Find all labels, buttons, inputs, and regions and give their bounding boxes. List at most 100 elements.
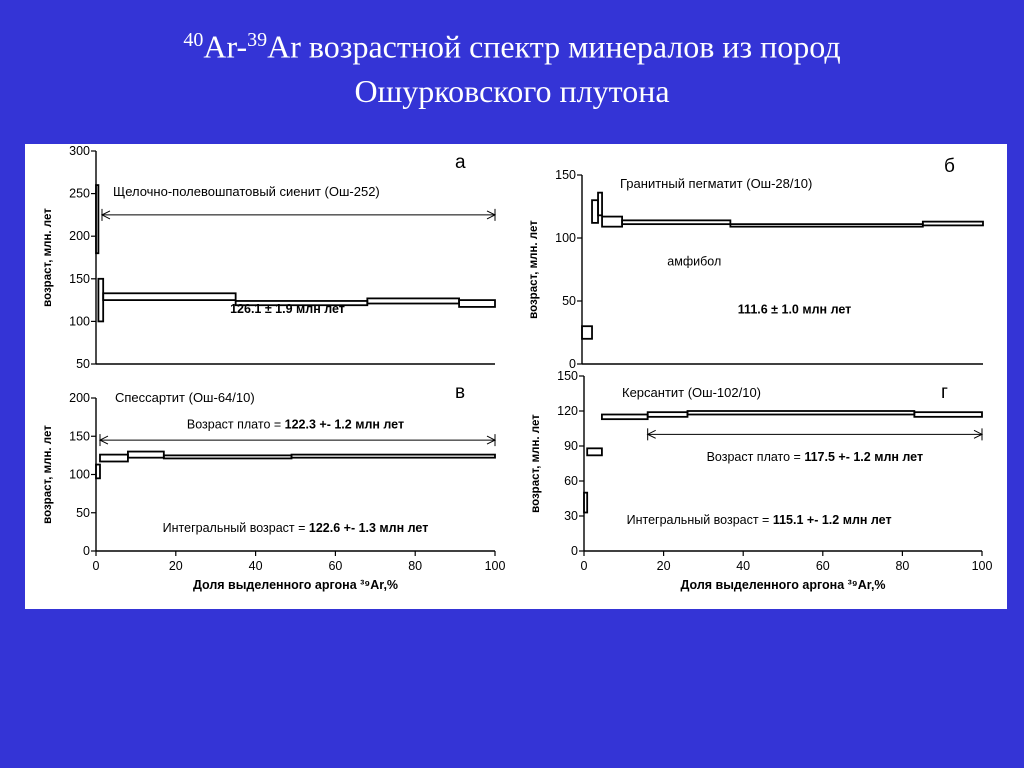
x-tick-label: 60 xyxy=(816,559,830,573)
annotation-value: 115.1 +- 1.2 млн лет xyxy=(773,513,892,527)
annotation-value: 122.6 +- 1.3 млн лет xyxy=(309,521,428,535)
sample-label: Гранитный пегматит (Ош-28/10) xyxy=(620,176,812,191)
age-step xyxy=(162,454,293,460)
annotation-label: Возраст плато = xyxy=(187,418,285,432)
y-axis-label: возраст, млн. лет xyxy=(528,220,540,319)
y-tick-label: 60 xyxy=(564,474,578,488)
age-annotation: амфибол xyxy=(667,255,721,269)
annotation-value: 122.3 +- 1.2 млн лет xyxy=(285,418,404,432)
y-tick-label: 100 xyxy=(69,468,90,482)
sample-label: Спессартит (Ош-64/10) xyxy=(115,390,255,405)
plateau-arrow xyxy=(646,428,984,441)
age-step xyxy=(458,299,496,308)
age-step xyxy=(127,450,165,459)
age-annotation: Возраст плато = 117.5 +- 1.2 млн лет xyxy=(707,450,924,464)
sample-label: Керсантит (Ош-102/10) xyxy=(622,385,761,400)
chart-v: 200 150 100 50 00 20 40 60 80 100 возраст, млн. ле… xyxy=(42,382,505,592)
x-tick-label: 80 xyxy=(895,559,909,573)
y-tick-label: 300 xyxy=(69,144,90,158)
age-step xyxy=(586,447,603,457)
y-tick-label: 30 xyxy=(564,509,578,523)
x-tick-label: 0 xyxy=(581,559,588,573)
age-step xyxy=(729,223,924,228)
age-step xyxy=(913,411,983,418)
sample-label: Щелочно-полевошпатовый сиенит (Ош-252) xyxy=(113,184,380,199)
age-step xyxy=(601,413,649,421)
slide-title: 40Ar-39Ar возрастной спектр минералов из… xyxy=(0,18,1024,113)
age-annotation: Интегральный возраст = 122.6 +- 1.3 млн … xyxy=(163,521,429,535)
x-tick-label: 0 xyxy=(93,559,100,573)
y-axis-label: возраст, млн. лет xyxy=(530,414,542,513)
title-line1-rest: возрастной спектр минералов из пород xyxy=(300,28,841,65)
annotation-label: амфибол xyxy=(667,255,721,269)
age-step xyxy=(583,491,589,514)
age-step xyxy=(102,292,237,301)
y-tick-label: 150 xyxy=(557,369,578,383)
title-line-1: 40Ar-39Ar возрастной спектр минералов из… xyxy=(0,18,1024,69)
panel-letter: г xyxy=(941,382,948,403)
x-tick-label: 40 xyxy=(249,559,263,573)
chart-g: 150 120 90 60 30 00 20 40 60 80 100 возраст, млн. л… xyxy=(530,369,992,592)
y-tick-label: 0 xyxy=(569,357,576,371)
y-tick-label: 50 xyxy=(76,506,90,520)
age-step xyxy=(95,184,100,255)
annotation-value: 117.5 +- 1.2 млн лет xyxy=(804,450,923,464)
annotation-value: 111.6 ± 1.0 млн лет xyxy=(738,303,851,317)
x-tick-label: 100 xyxy=(485,559,506,573)
age-step xyxy=(646,411,689,418)
y-tick-label: 0 xyxy=(83,544,90,558)
y-tick-label: 200 xyxy=(69,391,90,405)
y-tick-label: 150 xyxy=(555,168,576,182)
age-annotation: 126.1 ± 1.9 млн лет xyxy=(230,302,345,316)
age-step xyxy=(921,220,984,227)
x-tick-label: 60 xyxy=(328,559,342,573)
age-step xyxy=(621,219,732,226)
panel-letter: б xyxy=(944,156,955,177)
y-tick-label: 150 xyxy=(69,429,90,443)
plateau-arrow xyxy=(98,434,497,447)
y-tick-label: 50 xyxy=(76,357,90,371)
x-tick-label: 80 xyxy=(408,559,422,573)
age-step xyxy=(597,191,603,217)
age-step xyxy=(99,453,129,463)
x-axis-label: Доля выделенного аргона ³⁹Ar,% xyxy=(680,578,885,592)
y-tick-label: 90 xyxy=(564,439,578,453)
age-step xyxy=(601,215,623,228)
plateau-arrow xyxy=(100,208,497,221)
y-tick-label: 50 xyxy=(562,294,576,308)
annotation-value: 126.1 ± 1.9 млн лет xyxy=(230,302,345,316)
y-tick-label: 150 xyxy=(69,272,90,286)
y-axis-label: возраст, млн. лет xyxy=(42,425,54,524)
age-annotation: Интегральный возраст = 115.1 +- 1.2 млн … xyxy=(627,513,892,527)
age-step xyxy=(591,199,599,224)
title-iso1-symbol: Ar- xyxy=(203,28,248,65)
age-step xyxy=(686,410,916,416)
x-tick-label: 20 xyxy=(657,559,671,573)
title-iso1-mass: 40 xyxy=(183,29,204,51)
y-tick-label: 100 xyxy=(69,314,90,328)
x-axis-label: Доля выделенного аргона ³⁹Ar,% xyxy=(193,578,398,592)
age-step xyxy=(290,453,496,459)
age-step xyxy=(95,463,101,480)
age-step xyxy=(581,325,593,340)
age-annotation: Возраст плато = 122.3 +- 1.2 млн лет xyxy=(187,418,404,432)
panel-letter: а xyxy=(455,152,466,173)
annotation-label: Возраст плато = xyxy=(707,450,805,464)
y-tick-label: 250 xyxy=(69,187,90,201)
y-tick-label: 120 xyxy=(557,404,578,418)
y-axis-label: возраст, млн. лет xyxy=(42,208,54,307)
annotation-label: Интегральный возраст = xyxy=(627,513,773,527)
title-line-2: Ошурковского плутона xyxy=(354,72,670,109)
y-tick-label: 100 xyxy=(555,231,576,245)
y-tick-label: 200 xyxy=(69,229,90,243)
age-annotation: 111.6 ± 1.0 млн лет xyxy=(738,303,851,317)
x-tick-label: 40 xyxy=(736,559,750,573)
chart-panel: 300 250 200 150 100 50 возраст, млн. лет а Щелоч… xyxy=(25,144,1007,609)
title-iso2-symbol: Ar xyxy=(267,28,301,65)
chart-a: 300 250 200 150 100 50 возраст, млн. лет а Щелоч… xyxy=(42,144,497,371)
chart-b: 150 100 50 0 возраст, млн. лет б Гранитный пег… xyxy=(528,156,984,371)
annotation-label: Интегральный возраст = xyxy=(163,521,309,535)
y-tick-label: 0 xyxy=(571,544,578,558)
title-iso2-mass: 39 xyxy=(247,29,268,51)
